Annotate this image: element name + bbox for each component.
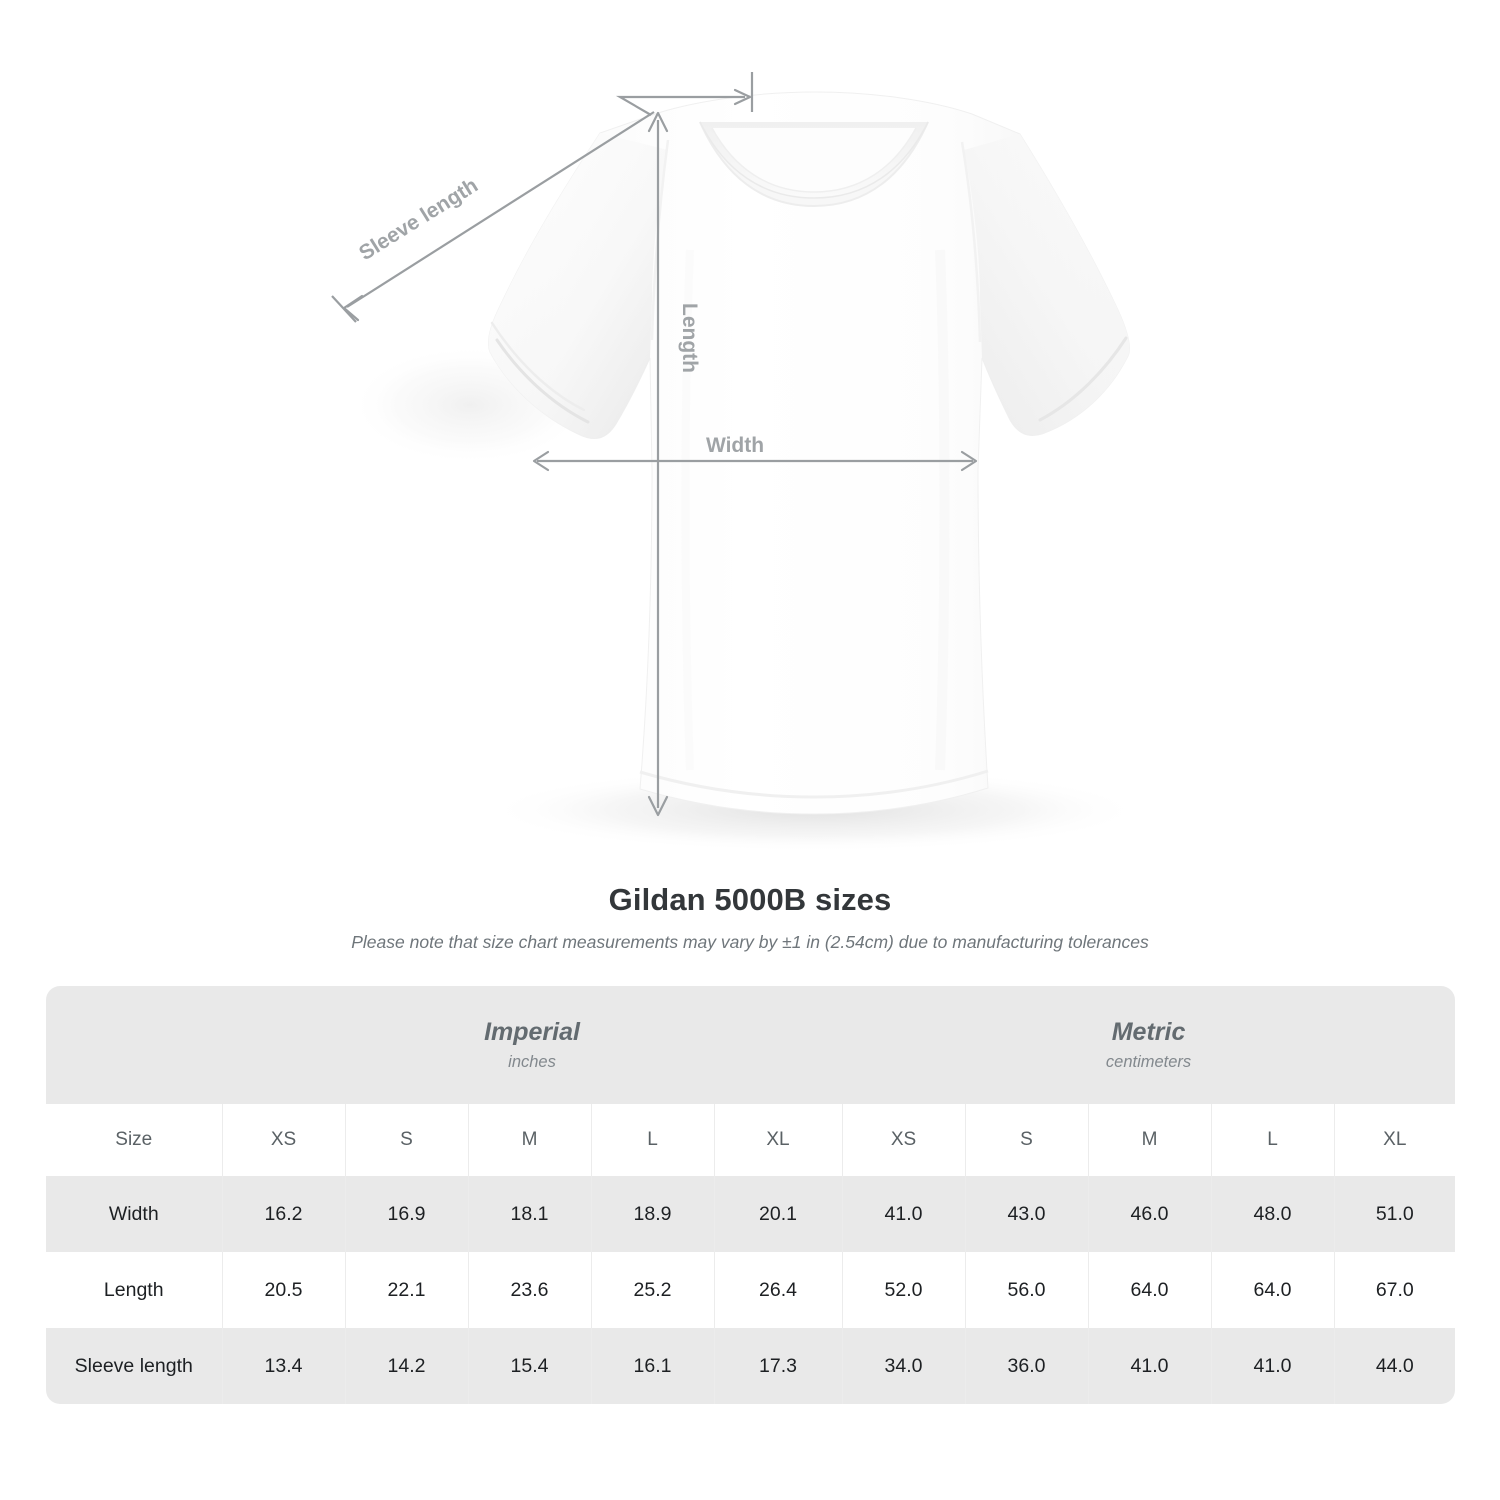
cell-width-imperial-xs: 16.2 [221, 1176, 345, 1252]
unit-name-imperial: Imperial [484, 1018, 580, 1046]
cell-width-imperial-l: 18.9 [590, 1176, 714, 1252]
sleeve-length-label: Sleeve length [355, 174, 482, 265]
unit-group-metric: Metric centimeters [842, 986, 1456, 1104]
cell-length-imperial-m: 23.6 [467, 1252, 591, 1328]
size-header-row: Size XS S M L XL XS S M L XL [46, 1104, 1456, 1176]
size-header-metric-xl: XL [1333, 1104, 1456, 1176]
unit-sub-metric: centimeters [1105, 1053, 1192, 1071]
cell-length-metric-xl: 67.0 [1333, 1252, 1456, 1328]
cell-sleeve-imperial-xs: 13.4 [221, 1328, 345, 1404]
table-row: Width 16.2 16.9 18.1 18.9 20.1 41.0 43.0… [46, 1176, 1456, 1252]
cell-length-imperial-xs: 20.5 [221, 1252, 345, 1328]
cell-width-imperial-xl: 20.1 [713, 1176, 843, 1252]
cell-width-metric-l: 48.0 [1210, 1176, 1335, 1252]
cell-width-metric-s: 43.0 [964, 1176, 1089, 1252]
measurement-annotations [331, 72, 978, 817]
size-header-imperial-l: L [590, 1104, 714, 1176]
cell-length-imperial-xl: 26.4 [713, 1252, 843, 1328]
cell-sleeve-metric-m: 41.0 [1087, 1328, 1212, 1404]
unit-header-row: Imperial inches Metric centimeters [46, 986, 1456, 1104]
unit-group-imperial: Imperial inches [222, 986, 843, 1104]
length-label: Length [678, 303, 701, 373]
cell-width-metric-m: 46.0 [1087, 1176, 1212, 1252]
row-label-sleeve-length: Sleeve length [46, 1328, 222, 1404]
sleeve-length-arrow [331, 111, 655, 323]
row-label-length: Length [46, 1252, 222, 1328]
cell-width-metric-xl: 51.0 [1333, 1176, 1456, 1252]
tshirt-diagram: Sleeve length Length Width [331, 72, 1145, 852]
cell-sleeve-metric-l: 41.0 [1210, 1328, 1335, 1404]
cell-width-imperial-m: 18.1 [467, 1176, 591, 1252]
sleeve-guide-line [615, 72, 754, 116]
size-header-metric-l: L [1210, 1104, 1335, 1176]
title-block: Gildan 5000B sizes Please note that size… [0, 882, 1500, 953]
size-header-imperial-xs: XS [221, 1104, 345, 1176]
cell-length-metric-l: 64.0 [1210, 1252, 1335, 1328]
cell-length-imperial-s: 22.1 [344, 1252, 468, 1328]
cell-sleeve-imperial-xl: 17.3 [713, 1328, 843, 1404]
table-corner-label: Size [46, 1104, 222, 1176]
size-header-metric-m: M [1087, 1104, 1212, 1176]
width-arrow [532, 450, 978, 472]
cell-sleeve-metric-xl: 44.0 [1333, 1328, 1456, 1404]
size-header-imperial-s: S [344, 1104, 468, 1176]
cell-width-metric-xs: 41.0 [841, 1176, 966, 1252]
width-label: Width [706, 434, 764, 457]
size-chart-table: Imperial inches Metric centimeters Size … [46, 986, 1456, 1404]
row-label-width: Width [46, 1176, 222, 1252]
unit-name-metric: Metric [1111, 1018, 1186, 1046]
cell-sleeve-imperial-l: 16.1 [590, 1328, 714, 1404]
cell-length-metric-s: 56.0 [964, 1252, 1089, 1328]
unit-band-spacer [46, 986, 222, 1104]
cell-length-metric-m: 64.0 [1087, 1252, 1212, 1328]
tshirt-svg: Sleeve length Length Width [331, 72, 1145, 852]
table-row: Sleeve length 13.4 14.2 15.4 16.1 17.3 3… [46, 1328, 1456, 1404]
cell-sleeve-metric-s: 36.0 [964, 1328, 1089, 1404]
length-arrow [647, 111, 669, 817]
cell-length-imperial-l: 25.2 [590, 1252, 714, 1328]
size-header-imperial-xl: XL [713, 1104, 843, 1176]
unit-sub-imperial: inches [508, 1053, 556, 1071]
cell-length-metric-xs: 52.0 [841, 1252, 966, 1328]
cell-sleeve-imperial-s: 14.2 [344, 1328, 468, 1404]
size-header-metric-s: S [964, 1104, 1089, 1176]
tolerance-note: Please note that size chart measurements… [351, 932, 1149, 952]
size-header-metric-xs: XS [841, 1104, 966, 1176]
table-row: Length 20.5 22.1 23.6 25.2 26.4 52.0 56.… [46, 1252, 1456, 1328]
shirt-silhouette [487, 91, 1131, 815]
page-title: Gildan 5000B sizes [608, 882, 892, 917]
size-header-imperial-m: M [467, 1104, 591, 1176]
cell-sleeve-metric-xs: 34.0 [841, 1328, 966, 1404]
cell-sleeve-imperial-m: 15.4 [467, 1328, 591, 1404]
cell-width-imperial-s: 16.9 [344, 1176, 468, 1252]
